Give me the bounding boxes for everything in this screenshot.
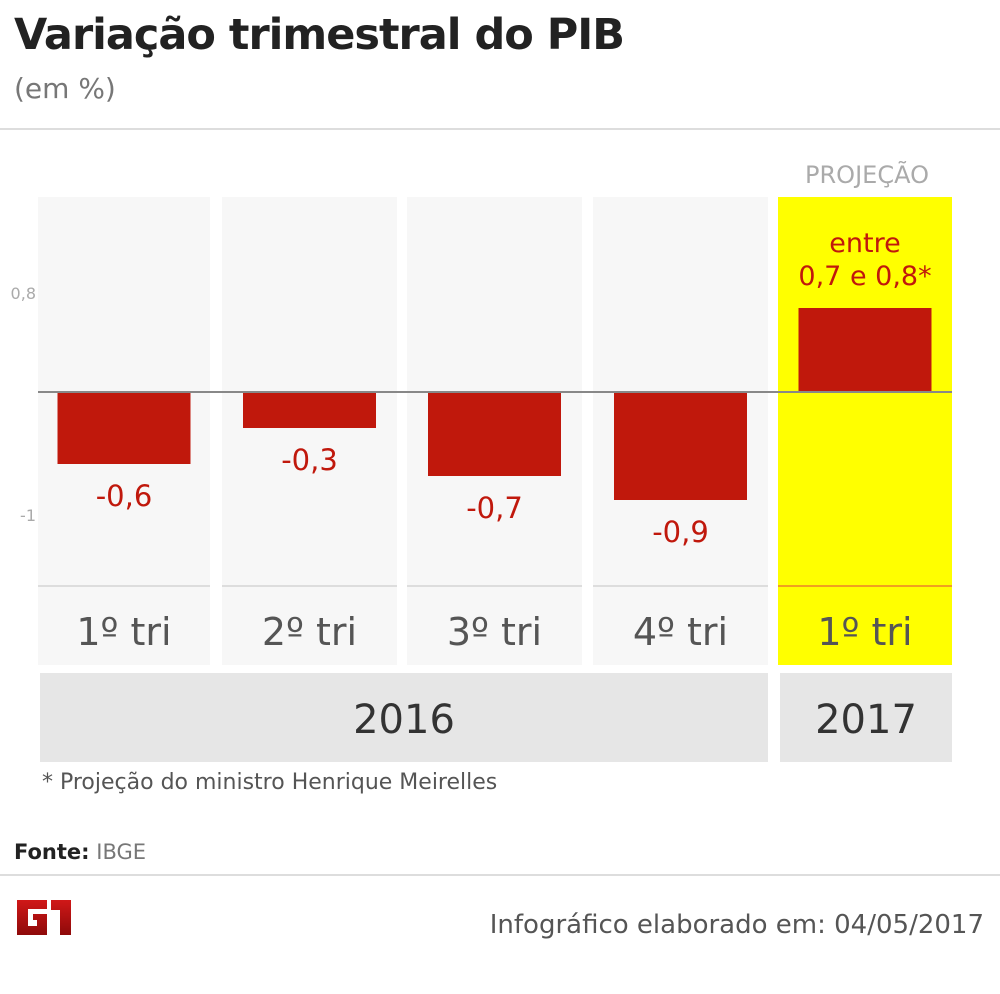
data-label: -0,3 — [281, 443, 338, 477]
column-panel — [222, 197, 397, 665]
source: Fonte: IBGE — [14, 840, 146, 864]
data-label: -0,9 — [652, 515, 709, 549]
chart-subtitle: (em %) — [14, 72, 116, 105]
projection-header: PROJEÇÃO — [805, 159, 929, 189]
source-value: IBGE — [96, 840, 147, 864]
divider — [0, 874, 1000, 876]
data-label: -0,7 — [466, 491, 523, 525]
y-tick-label: 0,8 — [11, 284, 36, 303]
divider — [0, 128, 1000, 130]
bar — [243, 392, 376, 428]
category-label: 1º tri — [76, 610, 171, 654]
projection-prefix-label: entre — [829, 228, 900, 259]
data-label: -0,6 — [96, 479, 153, 513]
year-group-label: 2017 — [815, 697, 917, 743]
year-group-label: 2016 — [353, 697, 455, 743]
y-tick-label: -1 — [20, 506, 36, 525]
chart-title: Variação trimestral do PIB — [14, 10, 625, 60]
g1-logo — [17, 900, 71, 935]
bar — [57, 392, 191, 464]
footer-date: Infográfico elaborado em: 04/05/2017 — [489, 910, 984, 940]
source-label: Fonte: — [14, 840, 90, 864]
year-group-band — [780, 673, 952, 762]
bar — [614, 392, 747, 500]
category-label: 4º tri — [633, 610, 728, 654]
bar — [428, 392, 561, 476]
year-group-band — [40, 673, 768, 762]
bar-chart: 0,8 -1 -0,6 1º tri -0,3 2º tri -0,7 3º tri -0,9 4… — [11, 159, 952, 762]
bar — [798, 308, 932, 392]
footnote: * Projeção do ministro Henrique Meirelle… — [42, 770, 498, 795]
category-label: 2º tri — [262, 610, 357, 654]
data-label: 0,7 e 0,8* — [798, 261, 931, 292]
category-label: 1º tri — [817, 610, 912, 654]
category-label: 3º tri — [447, 610, 542, 654]
